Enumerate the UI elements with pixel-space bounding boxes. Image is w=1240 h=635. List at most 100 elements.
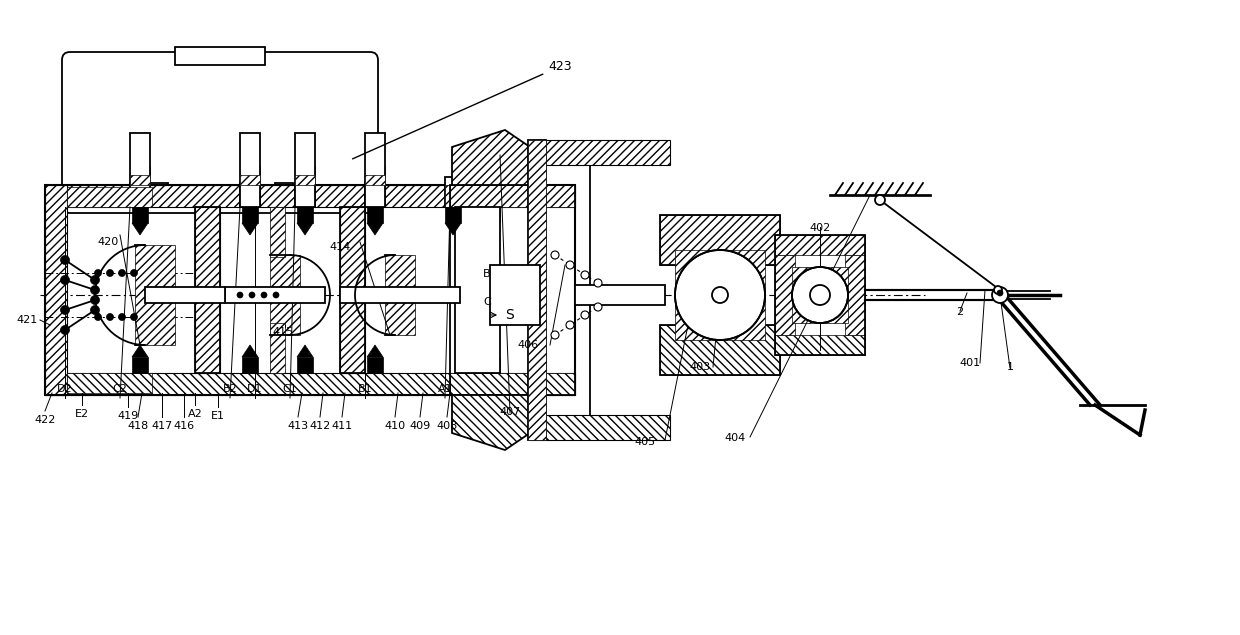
Text: 406: 406 <box>517 340 538 350</box>
Circle shape <box>94 269 102 276</box>
Bar <box>130 133 150 207</box>
Bar <box>130 183 150 207</box>
Text: B: B <box>484 269 491 279</box>
Bar <box>450 185 575 207</box>
Bar <box>775 255 795 335</box>
FancyBboxPatch shape <box>62 52 378 213</box>
Bar <box>298 357 312 373</box>
Bar <box>384 255 415 335</box>
Circle shape <box>91 286 99 295</box>
Bar <box>67 373 153 393</box>
Circle shape <box>61 305 69 314</box>
Bar <box>660 215 780 265</box>
Circle shape <box>91 295 99 305</box>
Bar <box>529 145 590 165</box>
Circle shape <box>875 195 885 205</box>
Bar <box>270 207 285 257</box>
Bar <box>660 325 780 375</box>
Circle shape <box>810 285 830 305</box>
Circle shape <box>551 251 559 259</box>
Circle shape <box>582 271 589 279</box>
Bar <box>450 373 575 395</box>
Circle shape <box>249 292 255 298</box>
Bar <box>270 323 285 373</box>
Bar <box>365 166 384 178</box>
Bar <box>270 255 300 335</box>
Circle shape <box>992 287 1008 303</box>
Polygon shape <box>453 130 529 185</box>
Text: 418: 418 <box>128 421 149 431</box>
Text: 412: 412 <box>309 421 331 431</box>
Circle shape <box>260 292 267 298</box>
Bar <box>45 185 575 395</box>
Bar <box>775 335 866 355</box>
Text: A1: A1 <box>438 384 453 394</box>
Bar <box>295 133 315 207</box>
Bar <box>345 289 455 301</box>
Text: E1: E1 <box>211 411 224 421</box>
Bar <box>67 187 153 207</box>
Bar <box>295 166 315 178</box>
Bar <box>578 287 660 303</box>
Bar <box>131 207 148 223</box>
Text: C1: C1 <box>283 384 298 394</box>
Bar <box>529 415 670 440</box>
Text: D2: D2 <box>57 384 73 394</box>
Bar <box>775 235 866 255</box>
Circle shape <box>61 255 69 265</box>
Bar <box>45 185 67 395</box>
Bar <box>242 207 258 223</box>
Bar <box>660 325 780 375</box>
Bar <box>367 207 383 223</box>
Text: B1: B1 <box>357 384 372 394</box>
Bar <box>367 357 383 373</box>
Bar <box>455 358 500 373</box>
Bar <box>295 175 315 185</box>
Circle shape <box>94 314 102 321</box>
Circle shape <box>551 331 559 339</box>
Text: 409: 409 <box>409 421 430 431</box>
Bar <box>195 207 219 373</box>
Circle shape <box>130 269 138 276</box>
Bar <box>660 215 780 265</box>
Circle shape <box>594 279 601 287</box>
Bar <box>529 145 590 435</box>
Text: S: S <box>506 308 515 322</box>
Circle shape <box>997 290 1003 296</box>
Bar <box>675 250 765 340</box>
Circle shape <box>712 287 728 303</box>
Bar <box>45 185 575 207</box>
Circle shape <box>675 250 765 340</box>
Text: B2: B2 <box>223 384 237 394</box>
Circle shape <box>994 286 1002 294</box>
Bar <box>241 175 260 185</box>
Text: E2: E2 <box>74 409 89 419</box>
Bar <box>241 166 260 178</box>
Bar <box>145 287 224 303</box>
Bar <box>455 207 500 222</box>
Bar <box>340 207 365 373</box>
Text: 402: 402 <box>810 223 831 233</box>
Text: 403: 403 <box>689 362 711 372</box>
Text: C2: C2 <box>113 384 128 394</box>
Text: 407: 407 <box>500 407 521 417</box>
Bar <box>529 415 590 435</box>
Bar <box>450 185 575 395</box>
Circle shape <box>107 314 114 321</box>
Circle shape <box>130 314 138 321</box>
Text: 411: 411 <box>331 421 352 431</box>
Circle shape <box>582 311 589 319</box>
Text: 417: 417 <box>151 421 172 431</box>
Bar <box>150 183 167 186</box>
Text: 1: 1 <box>1007 362 1013 372</box>
Bar <box>455 207 500 373</box>
Bar <box>241 183 260 207</box>
Polygon shape <box>367 345 383 357</box>
Text: 408: 408 <box>436 421 458 431</box>
Bar <box>195 207 219 373</box>
Bar <box>150 289 215 301</box>
Text: 416: 416 <box>174 421 195 431</box>
Text: 422: 422 <box>35 415 56 425</box>
Text: 404: 404 <box>724 433 745 443</box>
Circle shape <box>237 292 243 298</box>
